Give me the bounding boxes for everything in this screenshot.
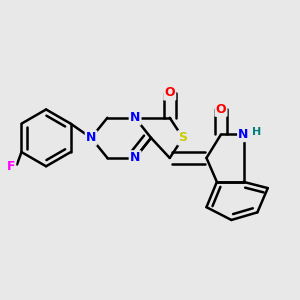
Text: O: O xyxy=(216,103,226,116)
Text: N: N xyxy=(86,131,96,144)
Text: N: N xyxy=(238,128,249,141)
Text: N: N xyxy=(130,111,140,124)
Text: H: H xyxy=(252,127,261,136)
Text: F: F xyxy=(7,160,15,173)
Text: S: S xyxy=(178,131,188,144)
Text: O: O xyxy=(164,86,175,99)
Text: N: N xyxy=(130,152,140,164)
